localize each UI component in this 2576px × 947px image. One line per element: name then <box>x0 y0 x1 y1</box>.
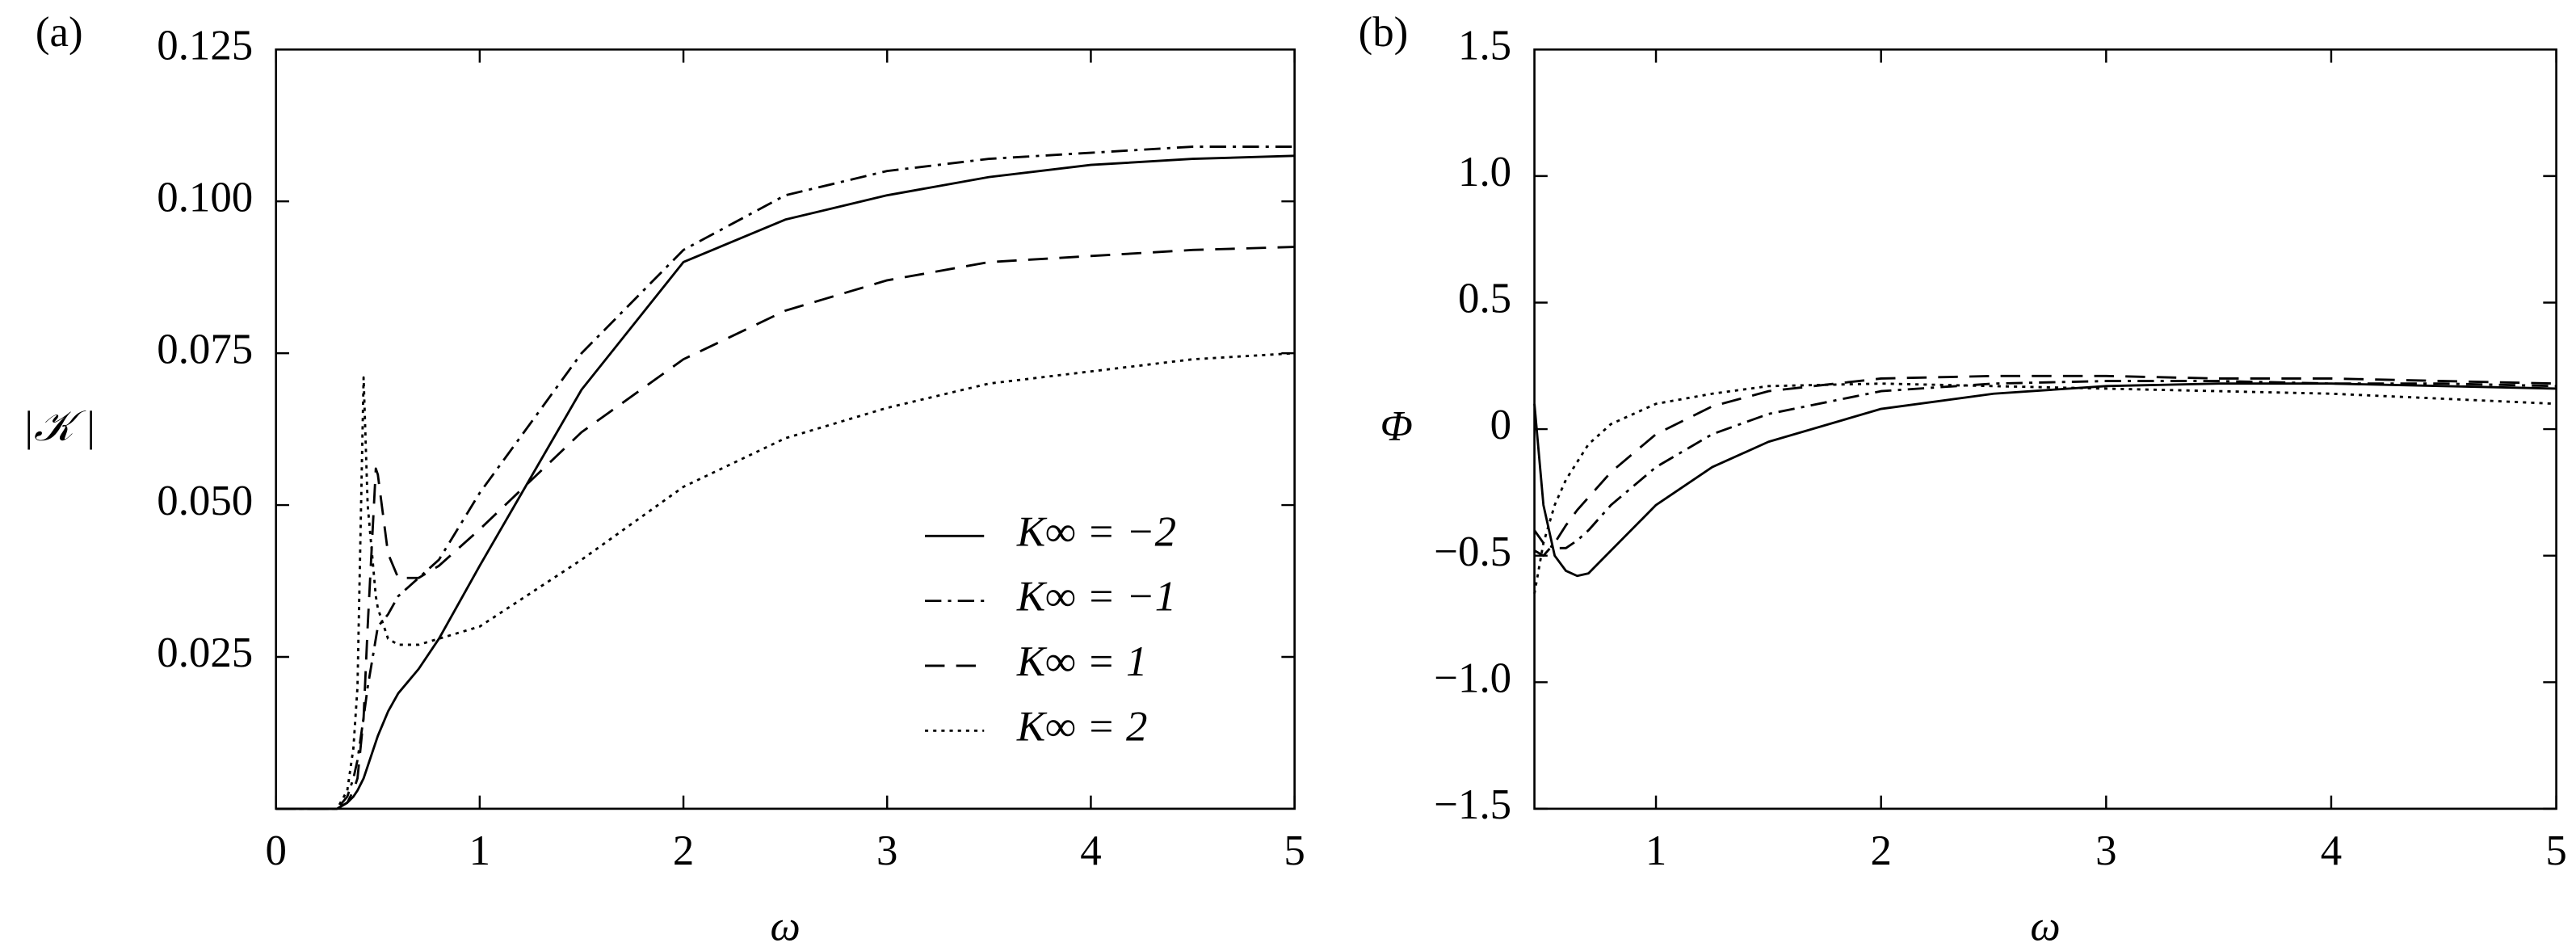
y-tick-label: 0.075 <box>157 326 253 372</box>
x-tick-label: 2 <box>673 827 694 874</box>
x-tick-label: 5 <box>2545 827 2566 874</box>
panel-label: (b) <box>1359 9 1409 56</box>
y-tick-label: −1.0 <box>1434 654 1511 701</box>
x-tick-label: 4 <box>1080 827 1101 874</box>
legend-label: K∞ = 1 <box>1016 638 1147 685</box>
y-tick-label: −1.5 <box>1434 781 1511 828</box>
legend-label: K∞ = −1 <box>1016 574 1176 621</box>
data-line <box>1533 382 2557 578</box>
data-line <box>1533 380 2557 549</box>
data-line <box>275 246 1295 810</box>
y-tick-label: 0.025 <box>157 629 253 676</box>
plot-frame <box>275 48 1296 810</box>
y-tick-label: 0.050 <box>157 478 253 524</box>
data-line <box>275 351 1295 810</box>
y-tick-label: 1.5 <box>1458 22 1511 69</box>
panel-label: (a) <box>36 9 83 56</box>
data-line <box>1533 382 2557 594</box>
x-axis-label: ω <box>2030 903 2060 947</box>
legend-label: K∞ = 2 <box>1016 703 1147 750</box>
y-tick-label: 1.0 <box>1458 149 1511 196</box>
data-line <box>1533 374 2557 558</box>
y-axis-label: Φ <box>1380 403 1413 450</box>
y-tick-label: 0.5 <box>1458 276 1511 322</box>
y-tick-label: 0.125 <box>157 22 253 69</box>
y-tick-label: −0.5 <box>1434 528 1511 575</box>
y-tick-label: 0 <box>1490 402 1511 448</box>
x-tick-label: 1 <box>1645 827 1666 874</box>
y-axis-label: |𝒦 | <box>23 403 96 450</box>
x-tick-label: 1 <box>469 827 490 874</box>
data-line <box>275 145 1295 810</box>
x-tick-label: 0 <box>265 827 286 874</box>
x-axis-label: ω <box>770 903 800 947</box>
x-tick-label: 3 <box>2095 827 2116 874</box>
x-tick-label: 2 <box>1870 827 1891 874</box>
x-tick-label: 4 <box>2321 827 2342 874</box>
y-tick-label: 0.100 <box>157 174 253 221</box>
x-tick-label: 5 <box>1284 827 1305 874</box>
legend-label: K∞ = −2 <box>1016 508 1176 555</box>
data-line <box>275 154 1295 810</box>
x-tick-label: 3 <box>876 827 897 874</box>
plot-frame <box>1533 48 2557 810</box>
